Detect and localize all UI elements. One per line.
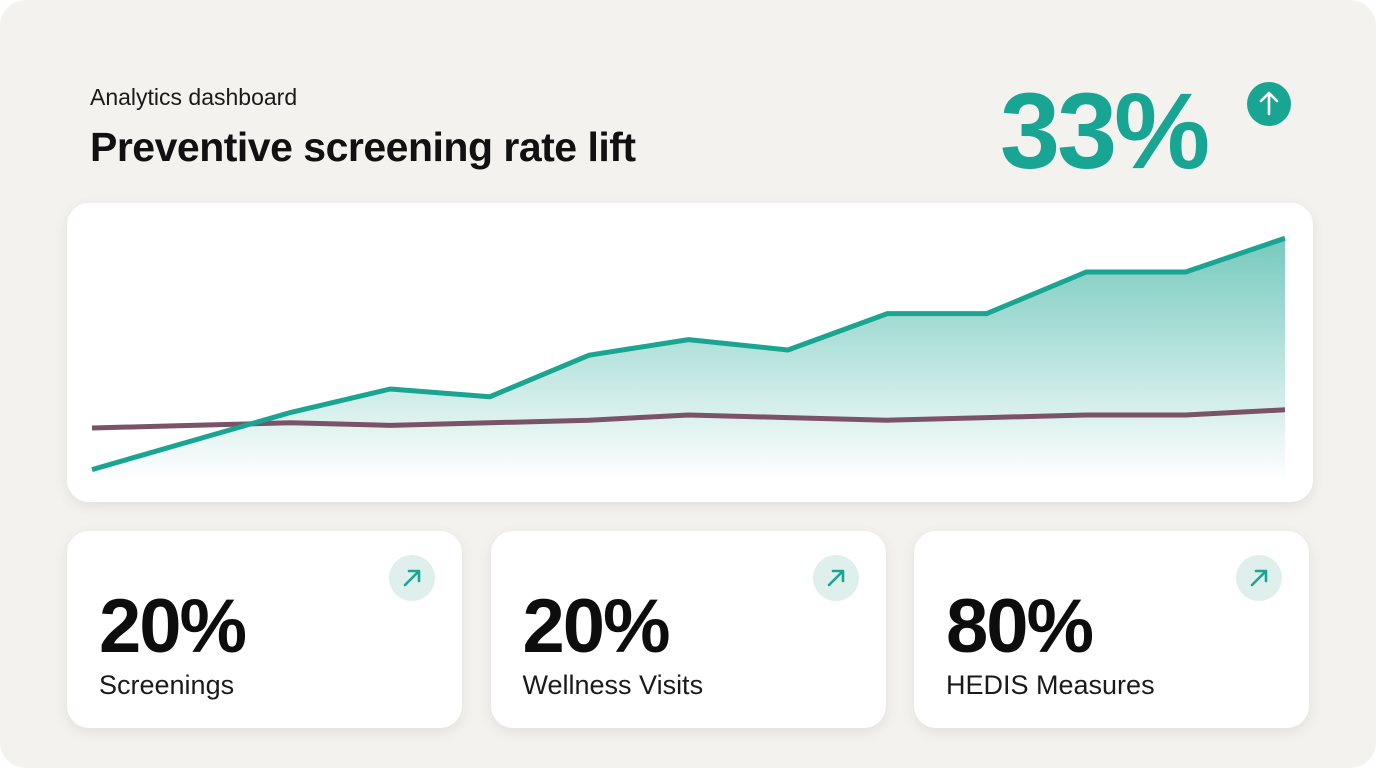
kpi-card: 80% HEDIS Measures: [914, 531, 1309, 728]
up-icon: [1247, 82, 1291, 126]
kpi-card: 20% Screenings: [67, 531, 462, 728]
kpi-label: Screenings: [99, 670, 235, 700]
kpi-label: HEDIS Measures: [946, 670, 1155, 700]
title: Preventive screening rate lift: [90, 124, 636, 170]
subtitle: Analytics dashboard: [90, 84, 298, 110]
headline-value: 33%: [1000, 70, 1210, 191]
trend-icon: [389, 555, 435, 601]
chart: [91, 235, 1286, 480]
line: [91, 235, 1286, 473]
kpi-label: Wellness Visits: [522, 670, 704, 700]
chart-card: [67, 203, 1313, 502]
trend-icon: [812, 555, 859, 601]
line: [91, 407, 1286, 431]
kpi-value: 20%: [99, 584, 247, 669]
kpi-card: 20% Wellness Visits: [490, 531, 886, 728]
kpi-value: 80%: [946, 584, 1094, 669]
kpi-value: 20%: [522, 584, 671, 669]
trend-icon: [1236, 555, 1282, 601]
